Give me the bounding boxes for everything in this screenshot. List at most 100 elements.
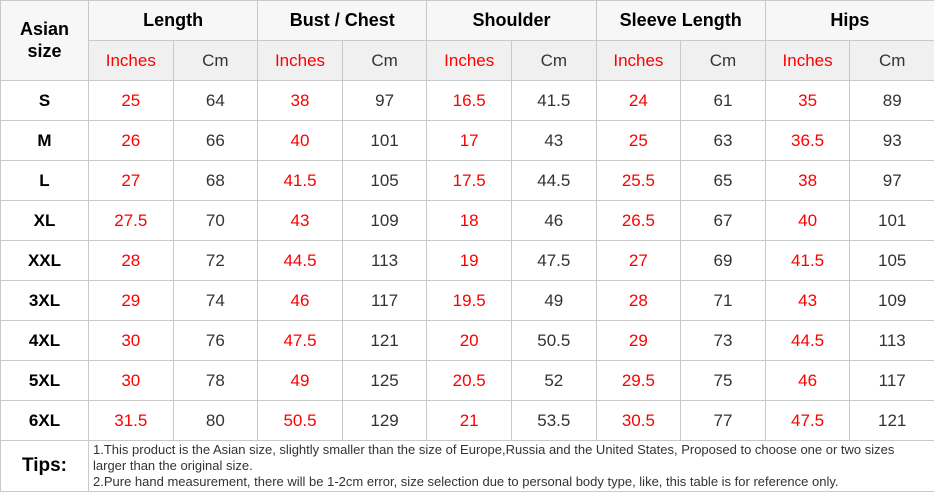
value-cell: 68	[172, 160, 259, 201]
value-cell: 125	[341, 360, 428, 401]
unit-header-shoulder-inches: Inches	[426, 40, 512, 81]
value-cell: 47.5	[257, 320, 343, 361]
size-row-3xl: 3XL 29 74 46 117 19.5 49 28 71 43 109	[0, 280, 934, 321]
value-cell: 25	[88, 80, 174, 121]
value-cell: 67	[680, 200, 766, 241]
group-header-bust-chest: Bust / Chest	[257, 0, 428, 41]
value-cell: 80	[172, 400, 259, 441]
value-cell: 43	[257, 200, 343, 241]
value-cell: 17.5	[426, 160, 512, 201]
value-cell: 109	[849, 280, 934, 321]
value-cell: 35	[764, 80, 851, 121]
size-label-l: L	[0, 160, 89, 201]
group-header-shoulder: Shoulder	[426, 0, 597, 41]
value-cell: 101	[849, 200, 934, 241]
unit-header-hips-inches: Inches	[764, 40, 851, 81]
size-label-m: M	[0, 120, 89, 161]
value-cell: 47.5	[764, 400, 851, 441]
value-cell: 40	[257, 120, 343, 161]
value-cell: 50.5	[257, 400, 343, 441]
size-row-5xl: 5XL 30 78 49 125 20.5 52 29.5 75 46 117	[0, 360, 934, 401]
value-cell: 20.5	[426, 360, 512, 401]
value-cell: 105	[341, 160, 428, 201]
unit-header-length-inches: Inches	[88, 40, 174, 81]
size-row-s: S 25 64 38 97 16.5 41.5 24 61 35 89	[0, 80, 934, 121]
size-row-6xl: 6XL 31.5 80 50.5 129 21 53.5 30.5 77 47.5 121	[0, 400, 934, 441]
value-cell: 30	[88, 320, 174, 361]
value-cell: 109	[341, 200, 428, 241]
value-cell: 25	[595, 120, 682, 161]
value-cell: 70	[172, 200, 259, 241]
value-cell: 53.5	[510, 400, 597, 441]
value-cell: 46	[764, 360, 851, 401]
value-cell: 46	[510, 200, 597, 241]
value-cell: 97	[849, 160, 934, 201]
value-cell: 28	[88, 240, 174, 281]
value-cell: 18	[426, 200, 512, 241]
value-cell: 38	[257, 80, 343, 121]
unit-header-sleeve-length-inches: Inches	[595, 40, 682, 81]
group-header-hips: Hips	[764, 0, 934, 41]
value-cell: 97	[341, 80, 428, 121]
value-cell: 46	[257, 280, 343, 321]
value-cell: 47.5	[510, 240, 597, 281]
value-cell: 17	[426, 120, 512, 161]
value-cell: 89	[849, 80, 934, 121]
value-cell: 101	[341, 120, 428, 161]
value-cell: 74	[172, 280, 259, 321]
value-cell: 64	[172, 80, 259, 121]
value-cell: 38	[764, 160, 851, 201]
value-cell: 44.5	[764, 320, 851, 361]
value-cell: 61	[680, 80, 766, 121]
size-row-l: L 27 68 41.5 105 17.5 44.5 25.5 65 38 97	[0, 160, 934, 201]
value-cell: 30.5	[595, 400, 682, 441]
value-cell: 105	[849, 240, 934, 281]
value-cell: 49	[510, 280, 597, 321]
size-label-3xl: 3XL	[0, 280, 89, 321]
value-cell: 28	[595, 280, 682, 321]
value-cell: 41.5	[764, 240, 851, 281]
value-cell: 26	[88, 120, 174, 161]
value-cell: 63	[680, 120, 766, 161]
value-cell: 129	[341, 400, 428, 441]
group-header-sleeve-length: Sleeve Length	[595, 0, 766, 41]
size-label-xxl: XXL	[0, 240, 89, 281]
value-cell: 69	[680, 240, 766, 281]
value-cell: 71	[680, 280, 766, 321]
size-row-xxl: XXL 28 72 44.5 113 19 47.5 27 69 41.5 105	[0, 240, 934, 281]
tips-line-2: 2.Pure hand measurement, there will be 1…	[93, 473, 839, 489]
value-cell: 40	[764, 200, 851, 241]
tips-line-1: 1.This product is the Asian size, slight…	[93, 442, 895, 473]
value-cell: 76	[172, 320, 259, 361]
unit-header-shoulder-cm: Cm	[510, 40, 597, 81]
size-row-m: M 26 66 40 101 17 43 25 63 36.5 93	[0, 120, 934, 161]
value-cell: 24	[595, 80, 682, 121]
value-cell: 29.5	[595, 360, 682, 401]
unit-header-bust-chest-inches: Inches	[257, 40, 343, 81]
value-cell: 29	[595, 320, 682, 361]
size-row-xl: XL 27.5 70 43 109 18 46 26.5 67 40 101	[0, 200, 934, 241]
value-cell: 78	[172, 360, 259, 401]
unit-header-sleeve-length-cm: Cm	[680, 40, 766, 81]
value-cell: 50.5	[510, 320, 597, 361]
value-cell: 27	[595, 240, 682, 281]
value-cell: 75	[680, 360, 766, 401]
size-label-s: S	[0, 80, 89, 121]
value-cell: 93	[849, 120, 934, 161]
size-rows-body: S 25 64 38 97 16.5 41.5 24 61 35 89 M 26 66 40 101 17 43 2…	[0, 80, 934, 441]
unit-header-length-cm: Cm	[172, 40, 259, 81]
unit-header-hips-cm: Cm	[849, 40, 934, 81]
unit-header-bust-chest-cm: Cm	[341, 40, 428, 81]
unit-header-row: Inches Cm Inches Cm Inches Cm Inches Cm Inches Cm	[1, 40, 934, 81]
size-row-4xl: 4XL 30 76 47.5 121 20 50.5 29 73 44.5 113	[0, 320, 934, 361]
value-cell: 36.5	[764, 120, 851, 161]
size-label-6xl: 6XL	[0, 400, 89, 441]
value-cell: 121	[849, 400, 934, 441]
value-cell: 113	[341, 240, 428, 281]
value-cell: 73	[680, 320, 766, 361]
value-cell: 41.5	[510, 80, 597, 121]
measurement-header-row: Asian size Length Bust / Chest Shoulder Sle…	[0, 0, 934, 81]
value-cell: 19.5	[426, 280, 512, 321]
value-cell: 21	[426, 400, 512, 441]
